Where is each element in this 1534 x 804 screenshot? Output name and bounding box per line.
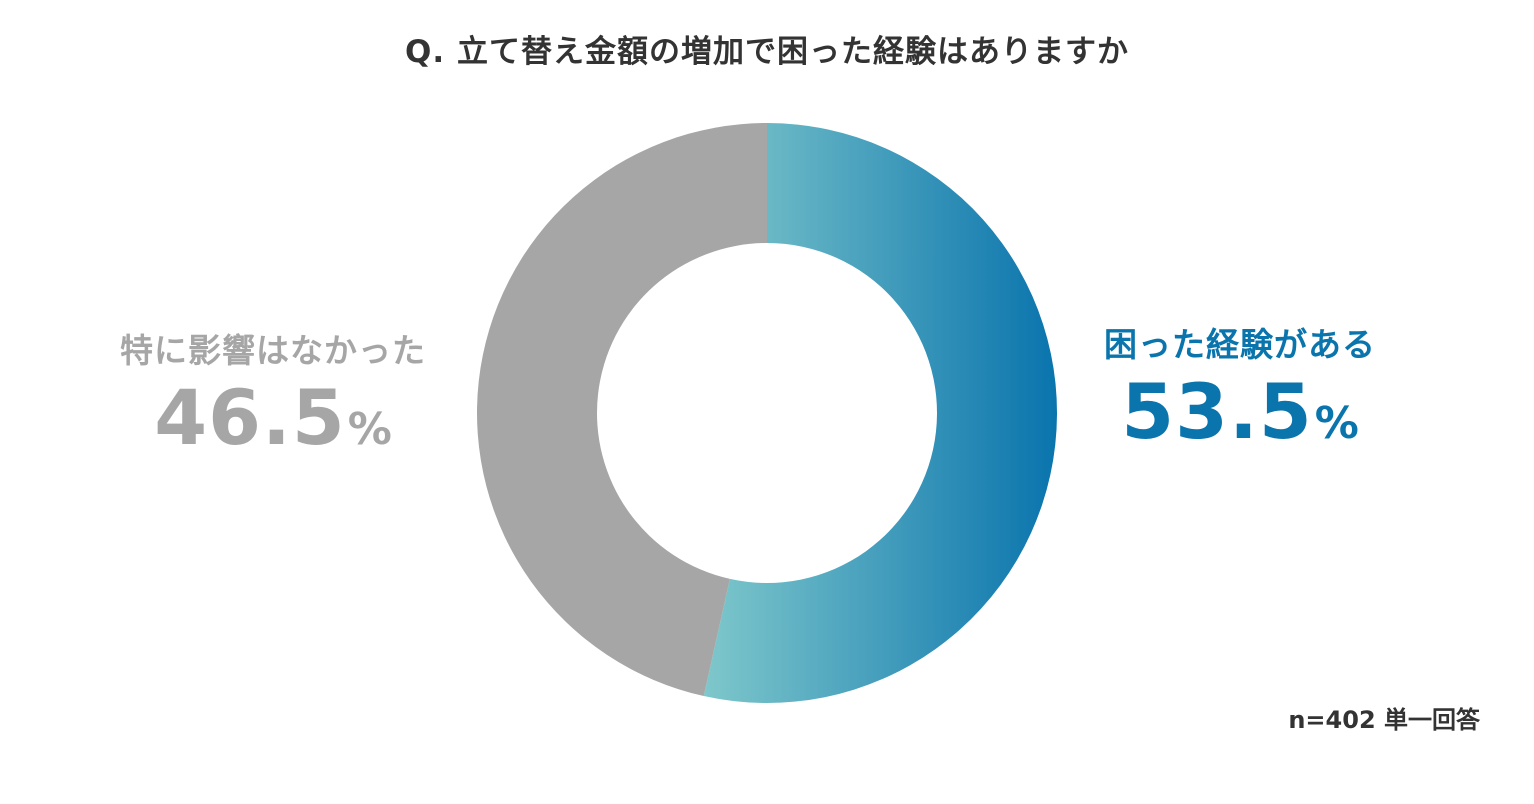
slice-unit-no-impact: % — [347, 404, 392, 455]
slice-no-impact — [477, 123, 767, 697]
slice-name-had-trouble: 困った経験がある — [1104, 325, 1376, 364]
slice-had-trouble — [703, 123, 1058, 703]
slice-value-no-impact: 46.5 — [154, 373, 346, 462]
slice-unit-had-trouble: % — [1314, 398, 1359, 449]
chart-title: Q. 立て替え金額の増加で困った経験はありますか — [405, 34, 1129, 70]
slice-value-had-trouble: 53.5 — [1121, 367, 1313, 456]
slice-label-no-impact: 特に影響はなかった 46.5% — [98, 324, 448, 456]
slice-name-no-impact: 特に影響はなかった — [120, 331, 426, 370]
sample-size-note: n=402 単一回答 — [1288, 706, 1480, 734]
slice-label-had-trouble: 困った経験がある 53.5% — [1065, 318, 1415, 450]
